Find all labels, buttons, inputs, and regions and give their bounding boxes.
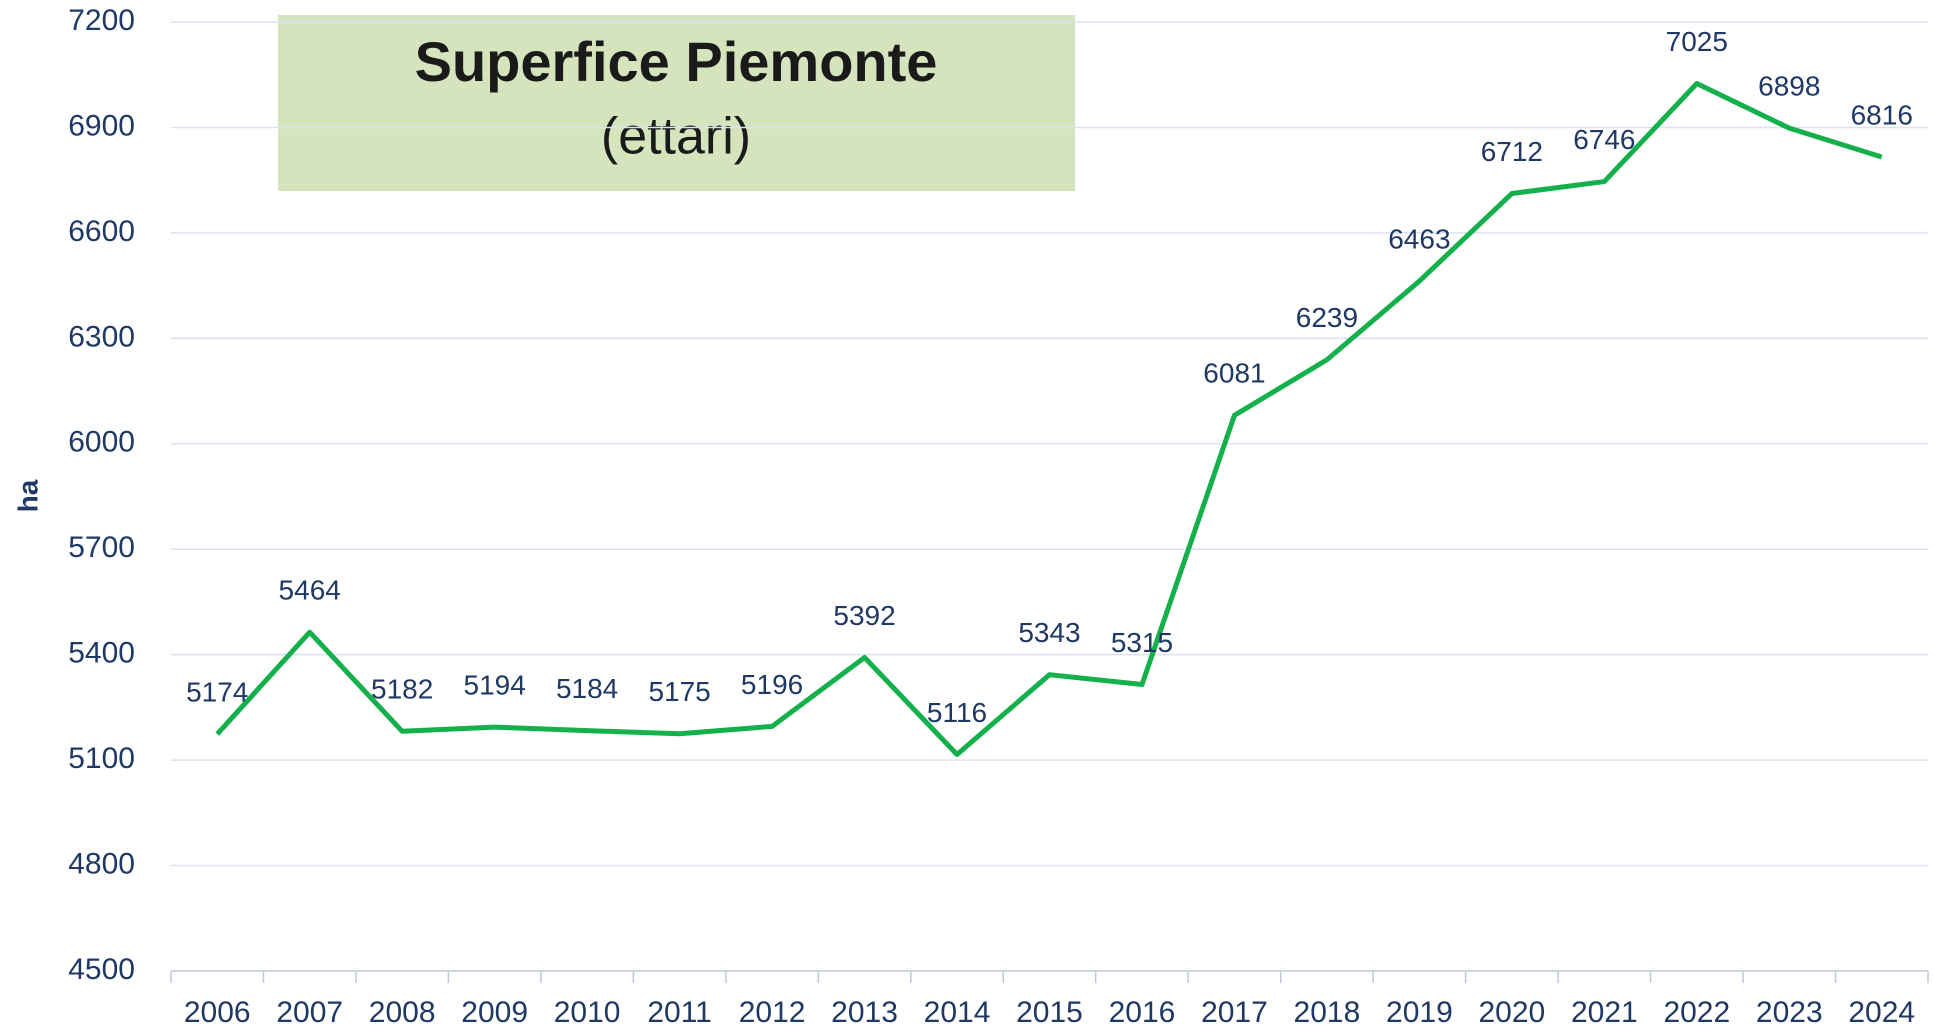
x-tick-label: 2013	[831, 996, 898, 1029]
title-box	[278, 15, 1075, 191]
y-tick-label: 6300	[68, 320, 135, 353]
y-tick-label: 6000	[68, 426, 135, 459]
x-tick-label: 2014	[924, 996, 991, 1029]
x-tick-label: 2022	[1663, 996, 1730, 1029]
x-tick-label: 2008	[369, 996, 436, 1029]
x-tick-label: 2018	[1294, 996, 1361, 1029]
y-tick-label: 7200	[68, 4, 135, 37]
data-label: 6746	[1573, 124, 1635, 155]
x-tick-label: 2010	[554, 996, 621, 1029]
x-tick-label: 2023	[1756, 996, 1823, 1029]
data-label: 5116	[927, 697, 987, 728]
y-tick-label: 4500	[68, 953, 135, 986]
x-tick-label: 2006	[184, 996, 251, 1029]
y-tick-label: 6900	[68, 109, 135, 142]
data-label: 6898	[1758, 71, 1820, 102]
data-label: 5196	[741, 669, 803, 700]
data-label: 5392	[833, 600, 895, 631]
data-label: 6816	[1851, 99, 1913, 130]
x-tick-label: 2011	[647, 996, 712, 1029]
data-label: 5175	[648, 676, 710, 707]
x-tick-label: 2015	[1016, 996, 1083, 1029]
data-label: 7025	[1666, 26, 1728, 57]
data-label: 5464	[279, 575, 341, 606]
y-tick-label: 4800	[68, 847, 135, 880]
data-label: 5343	[1018, 617, 1080, 648]
data-label: 5182	[371, 674, 433, 705]
y-tick-label: 5100	[68, 742, 135, 775]
chart-title: Superfice Piemonte	[415, 30, 938, 93]
x-tick-label: 2017	[1201, 996, 1268, 1029]
x-tick-label: 2019	[1386, 996, 1453, 1029]
y-tick-label: 5700	[68, 531, 135, 564]
x-tick-label: 2024	[1848, 996, 1915, 1029]
x-tick-label: 2007	[276, 996, 343, 1029]
x-tick-label: 2020	[1478, 996, 1545, 1029]
data-label: 6239	[1296, 302, 1358, 333]
data-label: 6463	[1388, 223, 1450, 254]
data-label: 5174	[186, 676, 248, 707]
data-label: 6081	[1203, 358, 1265, 389]
x-tick-label: 2009	[461, 996, 528, 1029]
chart-subtitle: (ettari)	[601, 108, 751, 166]
y-axis-label: ha	[12, 479, 43, 512]
x-tick-label: 2021	[1571, 996, 1638, 1029]
data-label: 6712	[1481, 136, 1543, 167]
data-label: 5315	[1111, 627, 1173, 658]
data-label: 5184	[556, 673, 618, 704]
y-tick-label: 5400	[68, 637, 135, 670]
data-label: 5194	[464, 669, 526, 700]
x-tick-label: 2016	[1109, 996, 1176, 1029]
y-tick-label: 6600	[68, 215, 135, 248]
x-tick-label: 2012	[739, 996, 806, 1029]
line-series	[215, 81, 1883, 757]
